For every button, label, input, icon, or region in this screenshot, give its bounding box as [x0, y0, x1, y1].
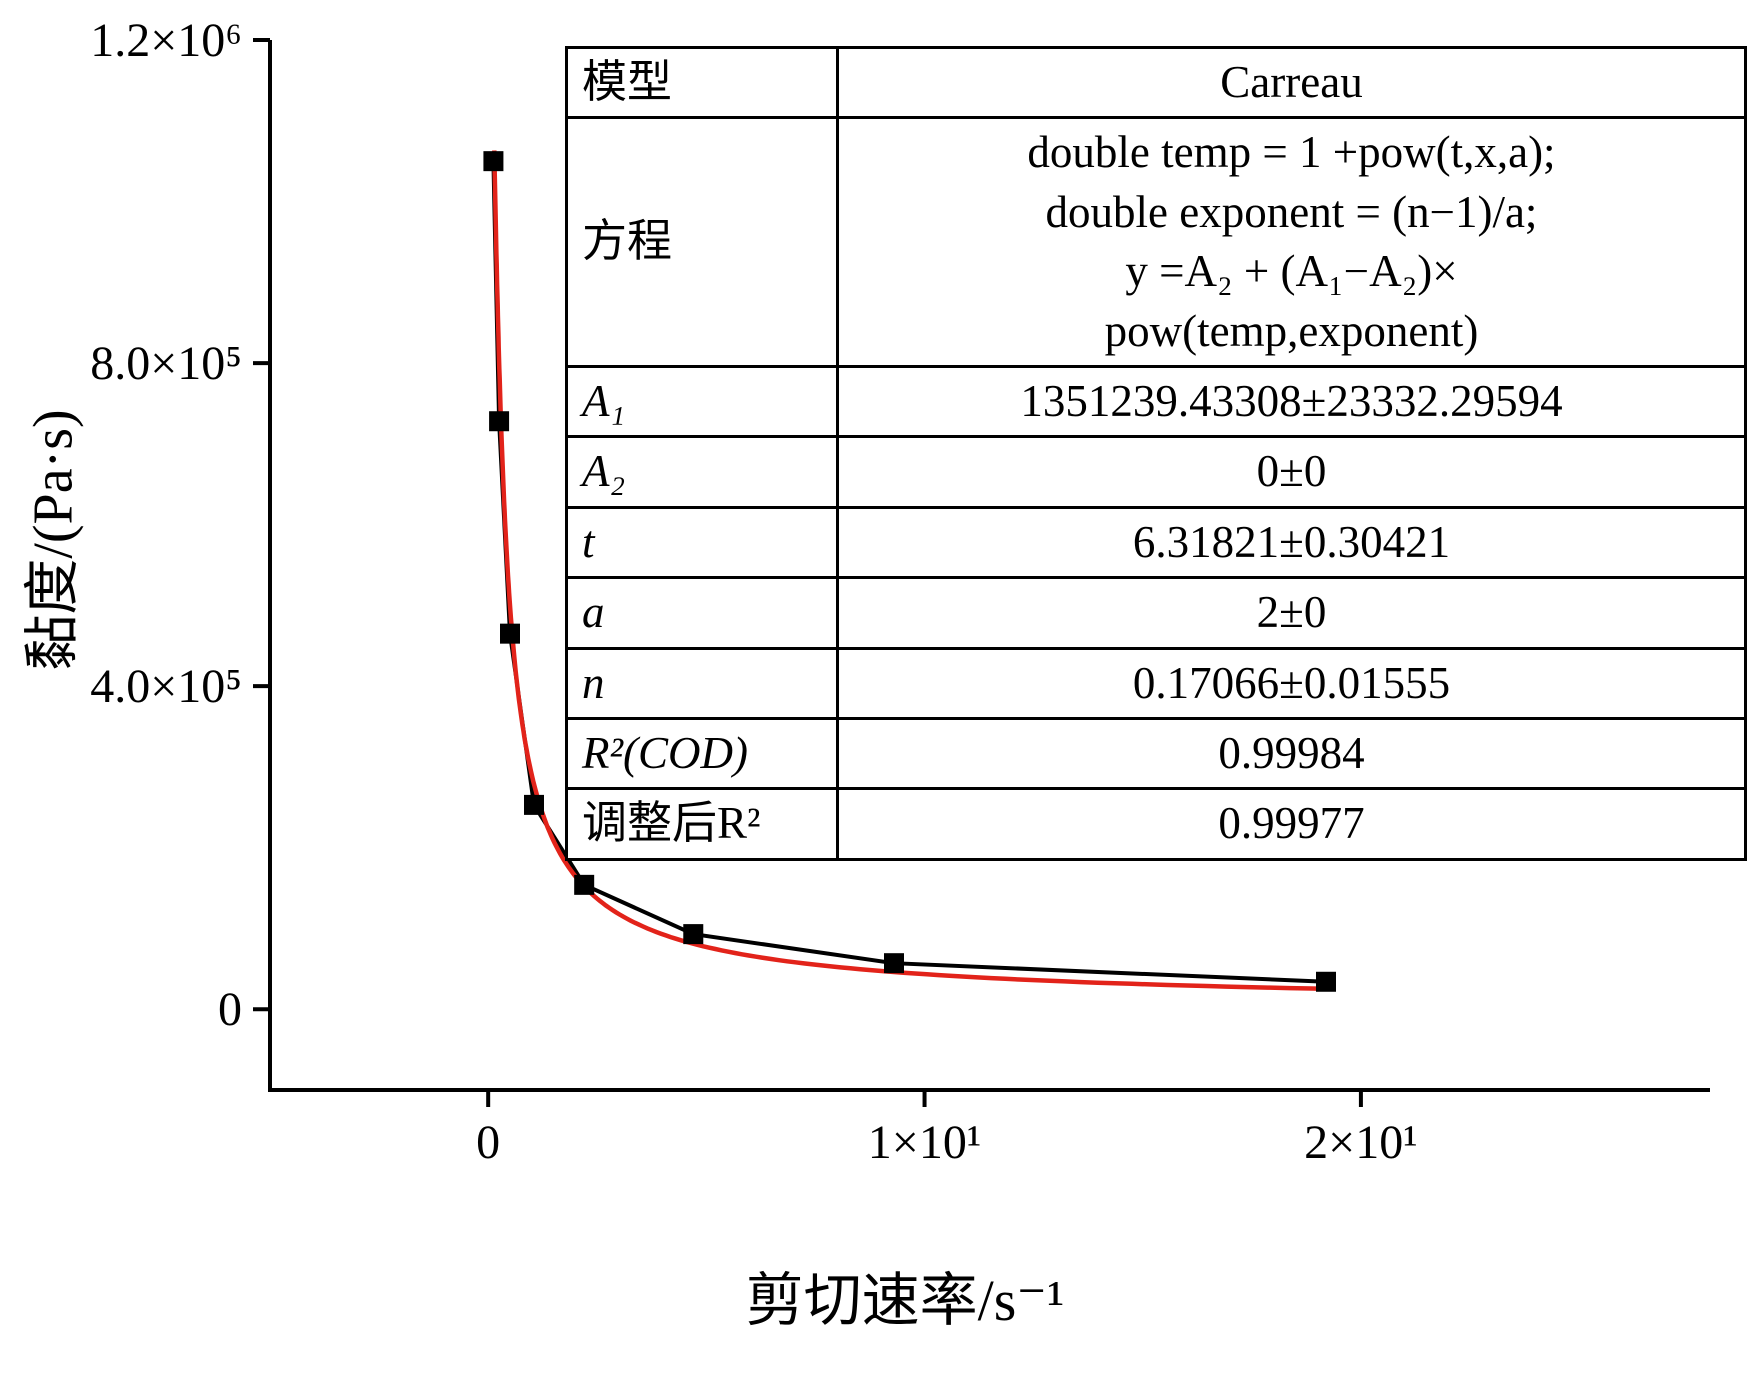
table-row: 调整后R² 0.99977 [565, 787, 1747, 861]
param-value: Carreau [836, 45, 1747, 120]
param-label: 调整后R² [565, 787, 839, 861]
equation-line: double temp = 1 +pow(t,x,a); [1027, 127, 1556, 178]
param-label: A₁ [565, 364, 839, 439]
param-label: t [565, 505, 839, 580]
x-tick-label: 1×10¹ [868, 1116, 981, 1169]
param-value: 1351239.43308±23332.29594 [836, 364, 1747, 439]
param-label: a [565, 576, 839, 650]
equation-line: double exponent = (n−1)/a; [1045, 186, 1538, 237]
y-tick-label: 0 [218, 983, 242, 1036]
x-tick-label: 2×10¹ [1304, 1116, 1417, 1169]
param-label: n [565, 646, 839, 720]
param-label: A₂ [565, 435, 839, 509]
param-label: R²(COD) [565, 716, 839, 791]
data-point-marker [574, 874, 595, 895]
x-tick-label: 0 [476, 1116, 500, 1169]
data-point-marker [683, 924, 704, 945]
table-row: t 6.31821±0.30421 [565, 505, 1747, 580]
table-row: 方程 double temp = 1 +pow(t,x,a); double exp… [565, 116, 1747, 368]
table-row: R²(COD) 0.99984 [565, 716, 1747, 791]
param-label: 模型 [565, 45, 839, 120]
param-value: 0.17066±0.01555 [836, 646, 1747, 720]
param-value: 6.31821±0.30421 [836, 505, 1747, 580]
param-value: 0.99977 [836, 787, 1747, 861]
param-value: 0±0 [836, 435, 1747, 509]
data-point-marker [884, 953, 904, 974]
table-row: a 2±0 [565, 576, 1747, 650]
data-point-marker [489, 411, 510, 432]
data-point-marker [1316, 971, 1336, 992]
table-row: A₁ 1351239.43308±23332.29594 [565, 364, 1747, 439]
fit-parameter-table: 模型 Carreau 方程 double temp = 1 +pow(t,x,a); d… [565, 45, 1747, 861]
axes-spines [268, 40, 1710, 1092]
table-row: A₂ 0±0 [565, 435, 1747, 509]
y-tick-label: 4.0×10⁵ [90, 660, 242, 713]
param-value: double temp = 1 +pow(t,x,a); double expon… [836, 116, 1747, 368]
equation-line: y =A₂ + (A₁−A₂)× [1125, 246, 1458, 297]
data-point-marker [524, 794, 544, 815]
table-row: n 0.17066±0.01555 [565, 646, 1747, 720]
y-axis-label: 黏度/(Pa·s) [22, 409, 85, 671]
carreau-fit-curve [492, 150, 1335, 992]
equation-line: pow(temp,exponent) [1104, 305, 1479, 356]
table-row: 模型 Carreau [565, 45, 1747, 120]
y-tick-label: 8.0×10⁵ [90, 337, 242, 390]
y-tick-label: 1.2×10⁶ [90, 14, 242, 67]
param-value: 0.99984 [836, 716, 1747, 791]
data-point-marker [500, 623, 520, 644]
param-value: 2±0 [836, 576, 1747, 650]
x-axis-label: 剪切速率/s⁻¹ [745, 1268, 1065, 1333]
param-label: 方程 [565, 116, 839, 368]
data-point-marker [483, 151, 504, 172]
